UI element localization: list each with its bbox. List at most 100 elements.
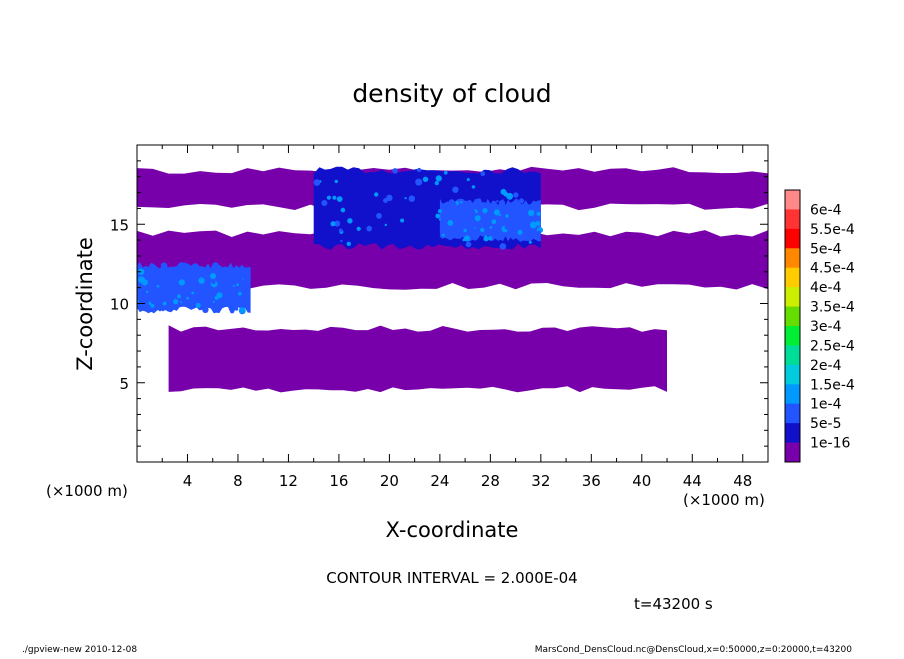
y-tick-label: 10 [110,296,129,314]
cloud-speckle [527,233,532,237]
cloud-speckle [447,216,452,221]
cloud-speckle [460,201,463,204]
chart-title: density of cloud [352,79,551,108]
cloud-speckle [535,208,539,212]
cloud-speckle [221,281,228,288]
colorbar-swatch [785,442,800,463]
cloud-speckle [232,284,235,287]
cloud-speckle [160,262,168,270]
cloud-speckle [238,274,244,280]
cloud-region-low [137,230,768,290]
cloud-speckle [481,202,486,207]
cloud-speckle [195,267,203,274]
cloud-speckle [138,268,145,275]
cloud-speckle [435,213,441,219]
cloud-region-low [168,325,667,393]
cloud-speckle [145,290,149,293]
cloud-speckle [528,240,532,244]
cloud-speckle [180,301,183,304]
cloud-speckle [521,215,529,222]
x-tick-label: 40 [632,472,651,490]
contour-interval-label: CONTOUR INTERVAL = 2.000E-04 [326,569,577,587]
cloud-speckle [148,301,152,305]
colorbar-label: 2.5e-4 [810,338,855,354]
cloud-speckle [238,291,242,296]
cloud-speckle [528,209,535,217]
cloud-speckle [168,278,172,282]
cloud-speckle [461,205,466,209]
cloud-speckle [366,225,373,232]
cloud-speckle [158,308,162,312]
cloud-speckle [211,280,216,285]
cloud-speckle [179,288,186,295]
cloud-speckle [164,280,168,285]
y-ticks: 5 10 15 [110,160,768,447]
cloud-speckle [447,220,454,226]
cloud-speckle [483,236,489,242]
cloud-speckle [408,195,415,202]
y-tick-label: 15 [110,216,129,234]
cloud-speckle [465,241,472,248]
cloud-speckle [321,200,328,206]
cloud-speckle [346,241,351,246]
cloud-speckle [487,230,494,237]
colorbar-label: 3.5e-4 [810,300,855,316]
cloud-speckle [400,218,405,223]
cloud-speckle [534,237,538,240]
cloud-speckle [488,236,493,241]
cloud-speckle [464,214,469,220]
colorbar-swatch [785,209,800,230]
cloud-speckle [384,223,387,227]
cloud-speckle [480,227,485,233]
cloud-speckle [340,207,346,213]
cloud-speckle [464,235,471,242]
colorbar-swatch [785,384,800,405]
cloud-speckle [482,208,488,214]
x-tick-label: 36 [582,472,601,490]
x-tick-label: 8 [233,472,243,490]
cloud-speckle [493,209,501,216]
cloud-speckle [496,229,503,237]
cloud-speckle [468,209,476,217]
cloud-speckle [212,262,219,269]
cloud-speckle [498,200,506,207]
x-tick-label: 20 [380,472,399,490]
x-unit-label-right: (×1000 m) [683,491,765,509]
cloud-speckle [347,218,353,224]
x-ticks: 4 8 12 16 20 24 28 32 36 40 44 48 [161,145,752,490]
time-label: t=43200 s [634,595,713,613]
colorbar-label: 5.5e-4 [810,222,855,238]
cloud-speckle [474,201,480,207]
cloud-speckle [452,186,459,193]
cloud-speckle [489,226,493,229]
cloud-speckle [202,306,209,313]
cloud-speckle [506,192,514,200]
footer-right: MarsCond_DensCloud.nc@DensCloud,x=0:5000… [535,645,852,654]
cloud-speckle [245,301,250,307]
cloud-speckle [145,305,148,308]
cloud-speckle [446,234,451,239]
cloud-speckle [417,167,422,173]
cloud-speckle [496,216,503,222]
cloud-speckle [422,176,429,182]
cloud-speckle [180,273,185,277]
cloud-speckle [434,181,439,186]
cloud-speckle [452,202,457,207]
cloud-speckle [336,196,343,203]
colorbar-label: 6e-4 [810,202,842,218]
cloud-speckle [483,221,489,227]
x-tick-label: 44 [683,472,702,490]
cloud-speckle [173,299,179,305]
colorbar-swatch [785,423,800,444]
cloud-speckle [533,201,540,208]
cloud-region-dense [137,261,251,314]
cloud-speckle [480,171,486,177]
cloud-speckle [511,204,518,211]
cloud-speckle [141,279,148,286]
colorbar-label: 1.5e-4 [810,377,855,393]
cloud-speckle [195,302,201,308]
colorbar-frame [784,189,801,463]
colorbar-label: 2e-4 [810,358,842,374]
cloud-speckle [415,178,423,186]
cloud-speckle [332,195,337,200]
